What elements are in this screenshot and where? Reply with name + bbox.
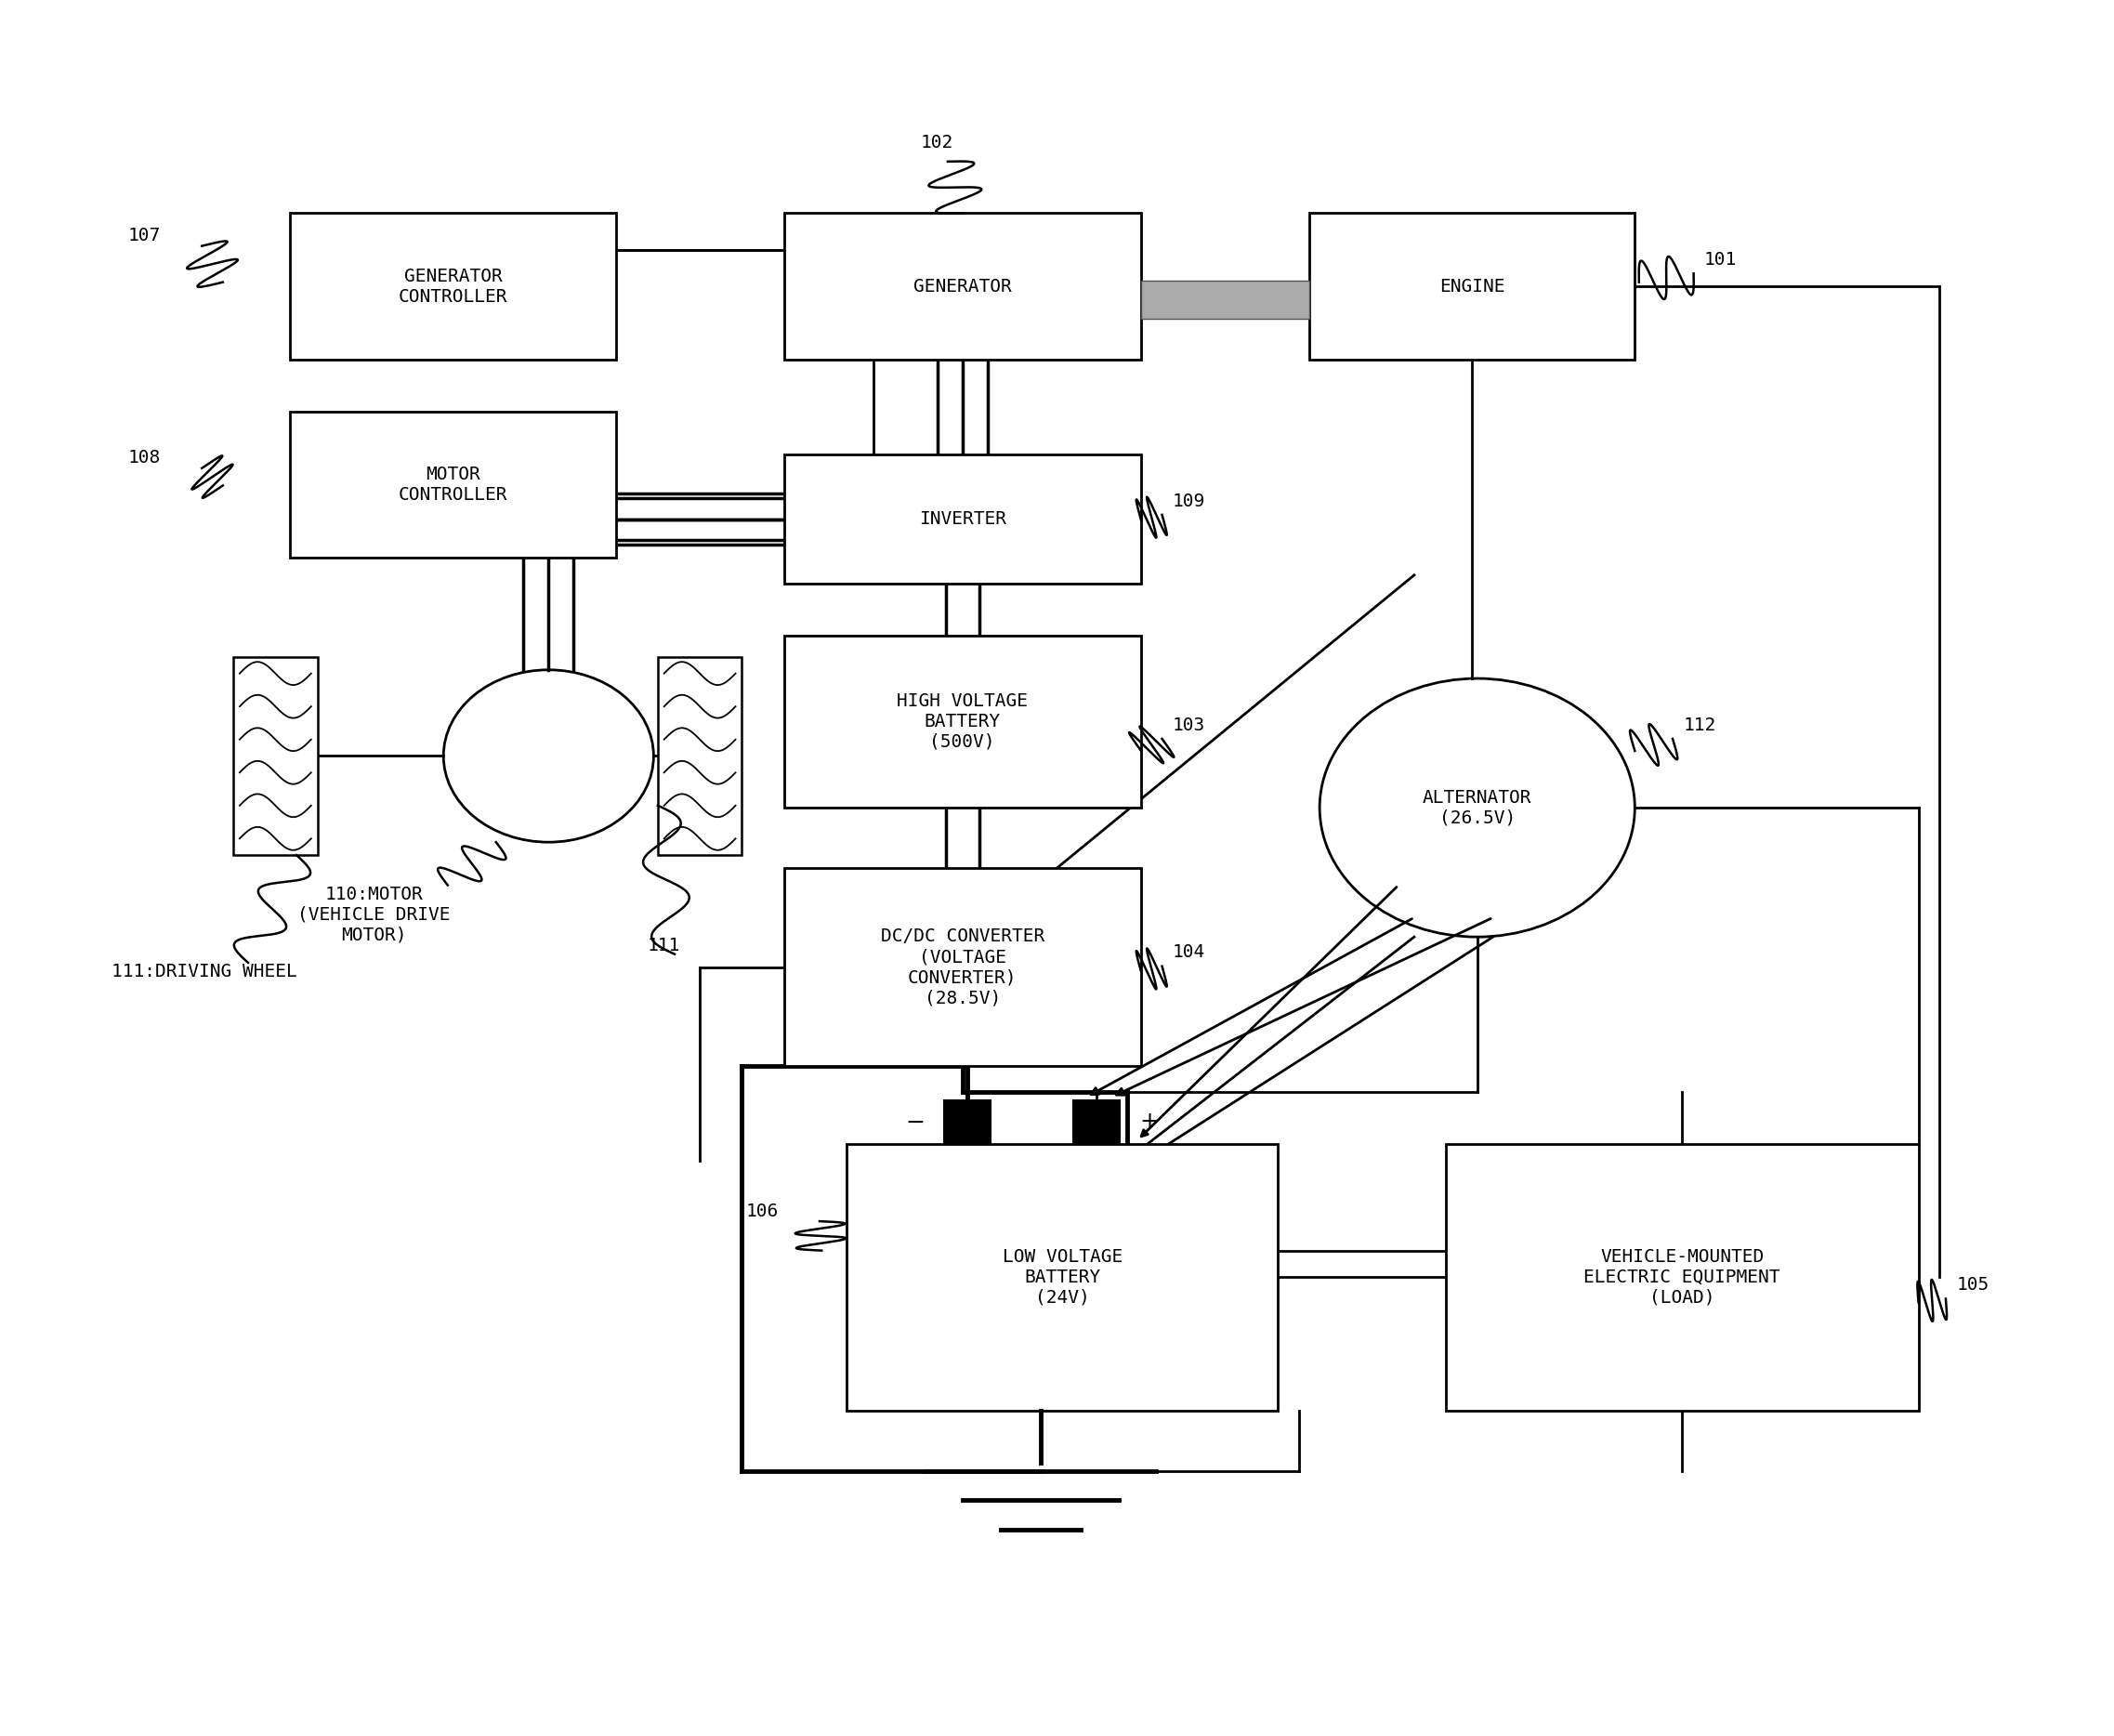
Bar — [1074, 1101, 1120, 1144]
Text: 106: 106 — [746, 1201, 778, 1220]
Bar — [1142, 281, 1309, 318]
Bar — [784, 455, 1142, 583]
Text: 107: 107 — [129, 227, 161, 245]
Text: 104: 104 — [1173, 944, 1205, 962]
Text: 101: 101 — [1704, 252, 1738, 269]
Text: MOTOR
CONTROLLER: MOTOR CONTROLLER — [397, 465, 507, 503]
Bar — [290, 411, 615, 557]
Bar — [784, 214, 1142, 359]
Text: GENERATOR: GENERATOR — [913, 278, 1013, 295]
Bar — [290, 214, 615, 359]
Text: 109: 109 — [1173, 493, 1205, 510]
Text: 103: 103 — [1173, 717, 1205, 734]
Text: 111: 111 — [647, 937, 681, 955]
Bar — [848, 1144, 1277, 1411]
Text: GENERATOR
CONTROLLER: GENERATOR CONTROLLER — [397, 267, 507, 306]
Text: +: + — [1139, 1111, 1158, 1134]
Text: 102: 102 — [920, 134, 953, 151]
Text: HIGH VOLTAGE
BATTERY
(500V): HIGH VOLTAGE BATTERY (500V) — [896, 693, 1027, 750]
Bar — [1309, 214, 1634, 359]
Text: ALTERNATOR
(26.5V): ALTERNATOR (26.5V) — [1423, 788, 1533, 826]
Text: ENGINE: ENGINE — [1440, 278, 1505, 295]
Text: 112: 112 — [1683, 717, 1717, 734]
Text: 105: 105 — [1955, 1276, 1989, 1293]
Bar — [1446, 1144, 1917, 1411]
Text: 111:DRIVING WHEEL: 111:DRIVING WHEEL — [112, 962, 298, 981]
Bar — [233, 656, 317, 856]
Text: 110:MOTOR
(VEHICLE DRIVE
MOTOR): 110:MOTOR (VEHICLE DRIVE MOTOR) — [298, 885, 450, 944]
Text: VEHICLE-MOUNTED
ELECTRIC EQUIPMENT
(LOAD): VEHICLE-MOUNTED ELECTRIC EQUIPMENT (LOAD… — [1583, 1248, 1780, 1307]
Text: LOW VOLTAGE
BATTERY
(24V): LOW VOLTAGE BATTERY (24V) — [1002, 1248, 1123, 1307]
Text: −: − — [905, 1111, 924, 1134]
Text: INVERTER: INVERTER — [920, 510, 1006, 528]
Bar — [657, 656, 742, 856]
Text: 108: 108 — [129, 450, 161, 467]
Bar — [784, 868, 1142, 1066]
Bar — [784, 635, 1142, 807]
Text: DC/DC CONVERTER
(VOLTAGE
CONVERTER)
(28.5V): DC/DC CONVERTER (VOLTAGE CONVERTER) (28.… — [882, 927, 1044, 1007]
Bar — [945, 1101, 991, 1144]
